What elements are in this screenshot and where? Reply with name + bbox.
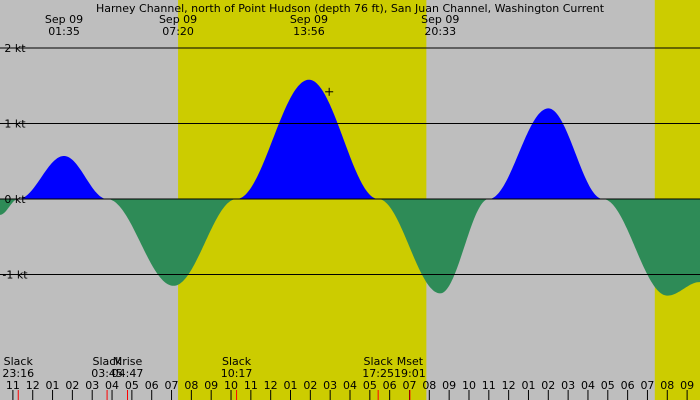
hour-axis: 11 12 01 02 03 04 05 06 07 08 09 10 11 12 01 02 03 04 05 06… (6, 379, 694, 400)
y-tick-label: 2 kt (4, 42, 26, 55)
event-time-label: 10:17 (221, 367, 253, 380)
event-time-label: 13:56 (293, 25, 325, 38)
event-time-label: 20:33 (424, 25, 456, 38)
hour-tick-label: 01 (46, 379, 60, 392)
hour-tick-label: 01 (284, 379, 298, 392)
hour-tick-label: 01 (521, 379, 535, 392)
hour-tick-label: 06 (621, 379, 635, 392)
hour-tick-label: 06 (383, 379, 397, 392)
hour-tick-label: 03 (323, 379, 337, 392)
event-date-label: Sep 09 (45, 13, 83, 26)
event-name-label: Mset (397, 355, 424, 368)
hour-tick-label: 02 (65, 379, 79, 392)
hour-tick-label: 12 (264, 379, 278, 392)
y-tick-labels: 2 kt 1 kt 0 kt -1 kt (2, 42, 28, 282)
event-time-label: 03:45 (91, 367, 123, 380)
hour-tick-label: 04 (343, 379, 357, 392)
hour-tick-label: 04 (105, 379, 119, 392)
hour-tick-label: 12 (26, 379, 40, 392)
hour-tick-label: 04 (581, 379, 595, 392)
event-time-label: 17:25 (362, 367, 394, 380)
hour-tick-label: 03 (85, 379, 99, 392)
hour-tick-label: 08 (184, 379, 198, 392)
event-date-label: Sep 09 (421, 13, 459, 26)
hour-tick-label: 08 (422, 379, 436, 392)
ebb-current-area (379, 199, 488, 294)
hour-tick-label: 07 (640, 379, 654, 392)
hour-tick-label: 11 (6, 379, 20, 392)
hour-tick-label: 10 (462, 379, 476, 392)
slack-moon-event-labels: Slack23:16Slack03:45Mrise04:47Slack10:17… (2, 355, 425, 380)
flood-current-area (19, 156, 107, 199)
event-date-label: Sep 09 (290, 13, 328, 26)
hour-tick-label: 03 (561, 379, 575, 392)
hour-tick-label: 09 (204, 379, 218, 392)
event-name-label: Slack (92, 355, 122, 368)
hour-tick-label: 06 (145, 379, 159, 392)
event-time-label: 19:01 (394, 367, 426, 380)
y-tick-label: 1 kt (4, 118, 26, 131)
hour-tick-label: 07 (165, 379, 179, 392)
speed-gridlines (0, 47, 700, 275)
hour-tick-label: 05 (363, 379, 377, 392)
event-time-label: 07:20 (162, 25, 194, 38)
hour-tick-label: 02 (541, 379, 555, 392)
y-tick-label: 0 kt (4, 193, 26, 206)
current-time-marker (325, 87, 334, 96)
hour-tick-label: 12 (502, 379, 516, 392)
current-area (0, 79, 700, 296)
hour-tick-label: 11 (244, 379, 258, 392)
event-time-label: 01:35 (48, 25, 80, 38)
event-name-label: Slack (4, 355, 34, 368)
hour-tick-label: 02 (303, 379, 317, 392)
hour-tick-label: 10 (224, 379, 238, 392)
ebb-current-area (603, 199, 700, 296)
hour-tick-label: 07 (402, 379, 416, 392)
event-name-label: Mrise (113, 355, 143, 368)
hour-tick-label: 09 (680, 379, 694, 392)
event-date-label: Sep 09 (159, 13, 197, 26)
hour-tick-label: 09 (442, 379, 456, 392)
ebb-current-area (108, 199, 236, 286)
hour-tick-label: 11 (482, 379, 496, 392)
event-name-label: Slack (364, 355, 394, 368)
hour-tick-label: 05 (601, 379, 615, 392)
event-name-label: Slack (222, 355, 252, 368)
ebb-current-area (0, 199, 18, 215)
flood-current-area (489, 108, 602, 199)
y-tick-label: -1 kt (2, 269, 28, 282)
chart-title: Harney Channel, north of Point Hudson (d… (96, 2, 605, 15)
event-time-label: 23:16 (2, 367, 34, 380)
hour-tick-label: 05 (125, 379, 139, 392)
hour-tick-label: 08 (660, 379, 674, 392)
event-time-label: 04:47 (112, 367, 144, 380)
flood-current-area (237, 79, 378, 199)
